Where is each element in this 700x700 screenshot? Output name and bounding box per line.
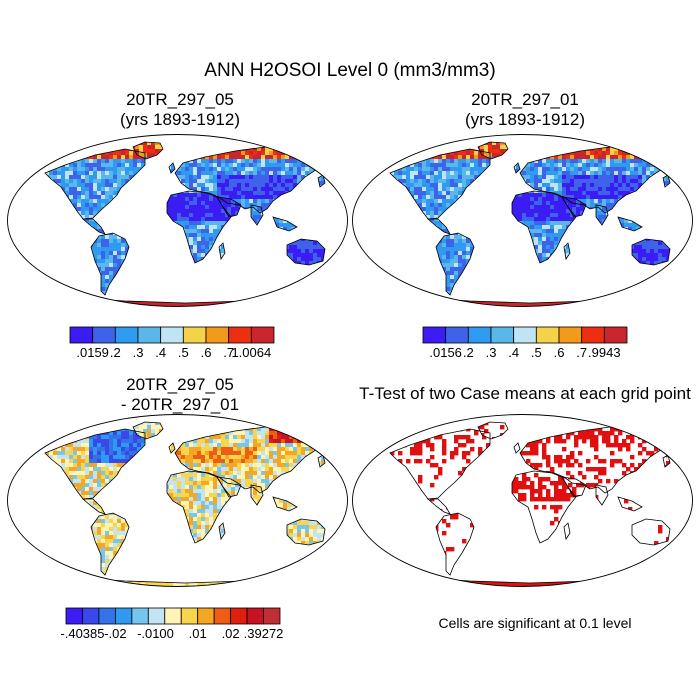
colorbar-box <box>137 326 162 344</box>
map-border <box>352 134 693 307</box>
colorbar-tick-label: .39272 <box>243 626 284 641</box>
colorbar-tick-label: 1.0064 <box>231 345 272 360</box>
colorbar-box <box>422 326 447 344</box>
colorbar-box <box>445 326 469 344</box>
colorbar-tick-label: .7 <box>576 345 588 360</box>
colorbar-tick-label: .00 <box>155 626 174 641</box>
panel2-years: (yrs 1893-1912) <box>464 110 585 129</box>
colorbar-box <box>182 326 207 344</box>
panel3-title: 20TR_297_05 - 20TR_297_01 <box>30 375 330 415</box>
colorbar-tick-label: .0156 <box>429 345 462 360</box>
colorbar-case1 <box>69 326 275 344</box>
colorbar-box <box>205 326 230 344</box>
map-panel-ttest <box>352 414 693 587</box>
colorbar-box <box>131 607 149 625</box>
map-panel-case1 <box>7 134 348 307</box>
colorbar-box <box>250 326 275 344</box>
map-panel-case2 <box>352 134 693 307</box>
colorbar-tick-label: .4 <box>508 345 520 360</box>
colorbar-box <box>197 607 215 625</box>
colorbar-tick-label: -.02 <box>104 626 127 641</box>
colorbar-tick-label: .3 <box>132 345 144 360</box>
colorbar-box <box>114 607 133 625</box>
antarctica-cells <box>374 292 680 307</box>
colorbar-box <box>114 326 139 344</box>
panel3-minus-case: - 20TR_297_01 <box>120 395 240 414</box>
colorbar-box <box>69 326 94 344</box>
panel3-case-name: 20TR_297_05 <box>126 375 234 394</box>
colorbar-tick-label: .9943 <box>588 345 621 360</box>
colorbar-box <box>603 326 628 344</box>
colorbar-box <box>82 607 100 625</box>
colorbar-tick-label: .6 <box>200 345 212 360</box>
panel1-case-name: 20TR_297_05 <box>126 90 234 109</box>
panel1-title: 20TR_297_05 (yrs 1893-1912) <box>30 90 330 130</box>
panel4-title: T-Test of two Case means at each grid po… <box>359 384 691 403</box>
colorbar-box <box>558 326 583 344</box>
colorbar-box <box>180 607 199 625</box>
colorbar-box <box>213 607 232 625</box>
colorbar-box <box>164 607 182 625</box>
colorbar-tick-label: -.01 <box>137 626 160 641</box>
colorbar-tick-label: .6 <box>553 345 565 360</box>
map-border <box>7 134 348 307</box>
colorbar-box <box>581 326 605 344</box>
antarctica-cells <box>29 292 335 307</box>
colorbar-box <box>98 607 116 625</box>
colorbar-box <box>147 607 166 625</box>
colorbar-box <box>92 326 116 344</box>
map-border <box>7 414 348 587</box>
colorbar-tick-label: -.40385 <box>60 626 105 641</box>
colorbar-box <box>160 326 184 344</box>
coastlines <box>28 421 336 587</box>
colorbar-box <box>535 326 560 344</box>
colorbar-tick-label: .01 <box>188 626 207 641</box>
colorbar-box <box>246 607 264 625</box>
colorbar-tick-label: .0159 <box>76 345 109 360</box>
colorbar-case2 <box>422 326 628 344</box>
colorbar-tick-label: .5 <box>177 345 189 360</box>
na-cells <box>390 429 490 499</box>
colorbar-tick-label: .02 <box>221 626 240 641</box>
colorbar-box <box>513 326 537 344</box>
colorbar-box <box>467 326 492 344</box>
panel2-title: 20TR_297_01 (yrs 1893-1912) <box>375 90 675 130</box>
panel2-case-name: 20TR_297_01 <box>471 90 579 109</box>
colorbar-tick-label: .3 <box>485 345 497 360</box>
colorbar-difference <box>65 607 281 625</box>
colorbar-box <box>490 326 515 344</box>
antarctica-cells <box>374 572 680 587</box>
colorbar-tick-label: .4 <box>155 345 167 360</box>
map-border <box>352 414 693 587</box>
map-panel-difference <box>7 414 348 587</box>
colorbar-box <box>263 607 281 625</box>
significance-note: Cells are significant at 0.1 level <box>438 615 632 631</box>
colorbar-box <box>65 607 83 625</box>
colorbar-box <box>230 607 248 625</box>
colorbar-tick-label: .2 <box>462 345 474 360</box>
colorbar-box <box>228 326 252 344</box>
colorbar-tick-label: .5 <box>530 345 542 360</box>
antarctica-cells <box>29 572 335 587</box>
colorbar-tick-label: .7 <box>223 345 235 360</box>
panel1-years: (yrs 1893-1912) <box>119 110 240 129</box>
colorbar-tick-label: .2 <box>109 345 121 360</box>
figure-title: ANN H2OSOI Level 0 (mm3/mm3) <box>204 60 496 81</box>
